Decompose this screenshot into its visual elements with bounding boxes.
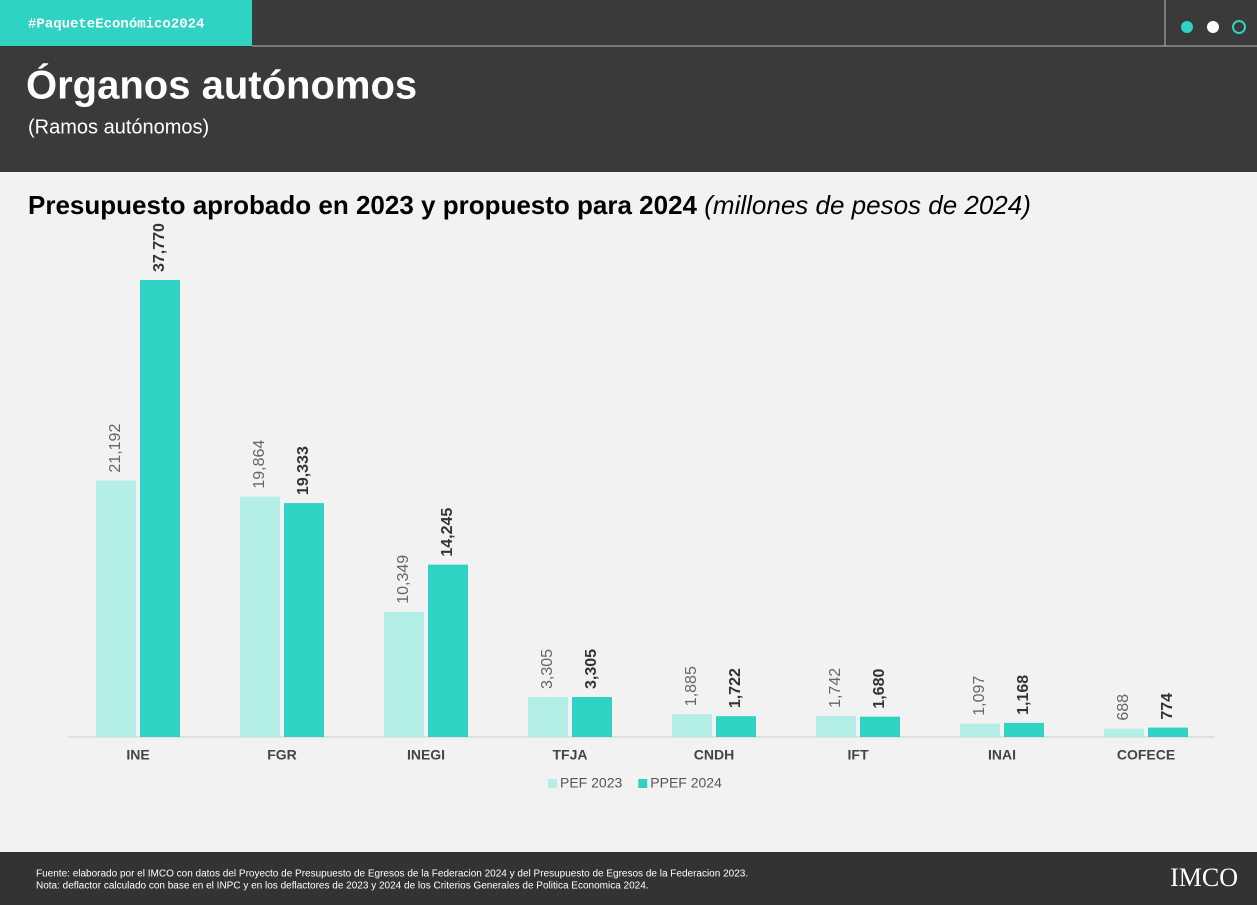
bar: [284, 503, 324, 737]
bar: [240, 497, 280, 737]
value-label: 774: [1159, 693, 1176, 720]
x-tick-label: IFT: [848, 747, 869, 763]
x-tick-label: FGR: [267, 747, 297, 763]
logo: IMCO: [1170, 863, 1238, 892]
x-tick-label: CNDH: [694, 747, 734, 763]
bar: [960, 724, 1000, 737]
value-label: 1,168: [1015, 675, 1032, 715]
bar: [716, 716, 756, 737]
bar: [96, 481, 136, 737]
value-label: 1,742: [827, 668, 844, 708]
plot: INE 21,192 37,770 FGR 19,864 19,333 INEGI 10,34…: [96, 223, 1188, 763]
dot: [1207, 21, 1219, 33]
bar: [528, 697, 568, 737]
value-label: 14,245: [439, 508, 456, 557]
bar: [860, 717, 900, 737]
dot: [1181, 21, 1193, 33]
legend: PEF 2023 PPEF 2024: [548, 775, 722, 791]
value-label: 19,864: [251, 440, 268, 489]
note: Nota: deflactor calculado con base en el…: [36, 881, 649, 892]
bar: [1004, 723, 1044, 737]
value-label: 688: [1115, 694, 1132, 721]
bar: [1104, 729, 1144, 737]
x-tick-label: INAI: [988, 747, 1016, 763]
value-label: 21,192: [107, 424, 124, 473]
x-tick-label: INEGI: [407, 747, 445, 763]
value-label: 10,349: [395, 555, 412, 604]
value-label: 3,305: [539, 649, 556, 689]
bar: [140, 280, 180, 737]
bar: [572, 697, 612, 737]
legend-label: PEF 2023: [560, 775, 622, 791]
x-tick-label: INE: [126, 747, 149, 763]
bar: [672, 714, 712, 737]
bar: [428, 565, 468, 737]
value-label: 37,770: [151, 223, 168, 272]
value-label: 3,305: [583, 649, 600, 689]
bar: [816, 716, 856, 737]
value-label: 1,885: [683, 666, 700, 706]
chart-title-main: Presupuesto aprobado en 2023 y propuesto…: [28, 190, 698, 220]
chart-title: Presupuesto aprobado en 2023 y propuesto…: [28, 190, 1031, 220]
legend-swatch: [548, 779, 557, 788]
source: Fuente: elaborado por el IMCO con datos …: [36, 869, 748, 880]
x-tick-label: COFECE: [1117, 747, 1175, 763]
chart-title-note: (millones de pesos de 2024): [704, 190, 1031, 220]
hashtag: #PaqueteEconómico2024: [28, 17, 204, 33]
title: Órganos autónomos: [26, 62, 417, 108]
legend-swatch: [638, 779, 647, 788]
value-label: 1,722: [727, 668, 744, 708]
bar: [1148, 728, 1188, 737]
legend-label: PPEF 2024: [650, 775, 722, 791]
value-label: 1,680: [871, 669, 888, 709]
x-tick-label: TFJA: [553, 747, 588, 763]
page: #PaqueteEconómico2024 Órganos autónomos …: [0, 0, 1257, 905]
subtitle: (Ramos autónomos): [28, 116, 209, 138]
bar: [384, 612, 424, 737]
value-label: 19,333: [295, 446, 312, 495]
value-label: 1,097: [971, 676, 988, 716]
